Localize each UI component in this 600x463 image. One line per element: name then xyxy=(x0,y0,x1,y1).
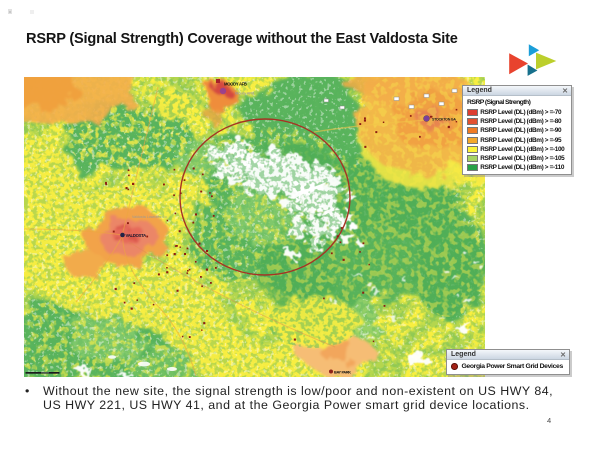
svg-text:VALDOSTA: VALDOSTA xyxy=(126,233,147,238)
svg-text:BAY PARK: BAY PARK xyxy=(334,371,351,375)
svg-text:STOCKTON GA: STOCKTON GA xyxy=(432,118,456,122)
svg-text:Valdosta Lowndes Co: Valdosta Lowndes Co xyxy=(132,215,167,219)
svg-text:Moody AFB: Moody AFB xyxy=(235,91,254,96)
svg-text:MOODY AFB: MOODY AFB xyxy=(224,82,247,87)
